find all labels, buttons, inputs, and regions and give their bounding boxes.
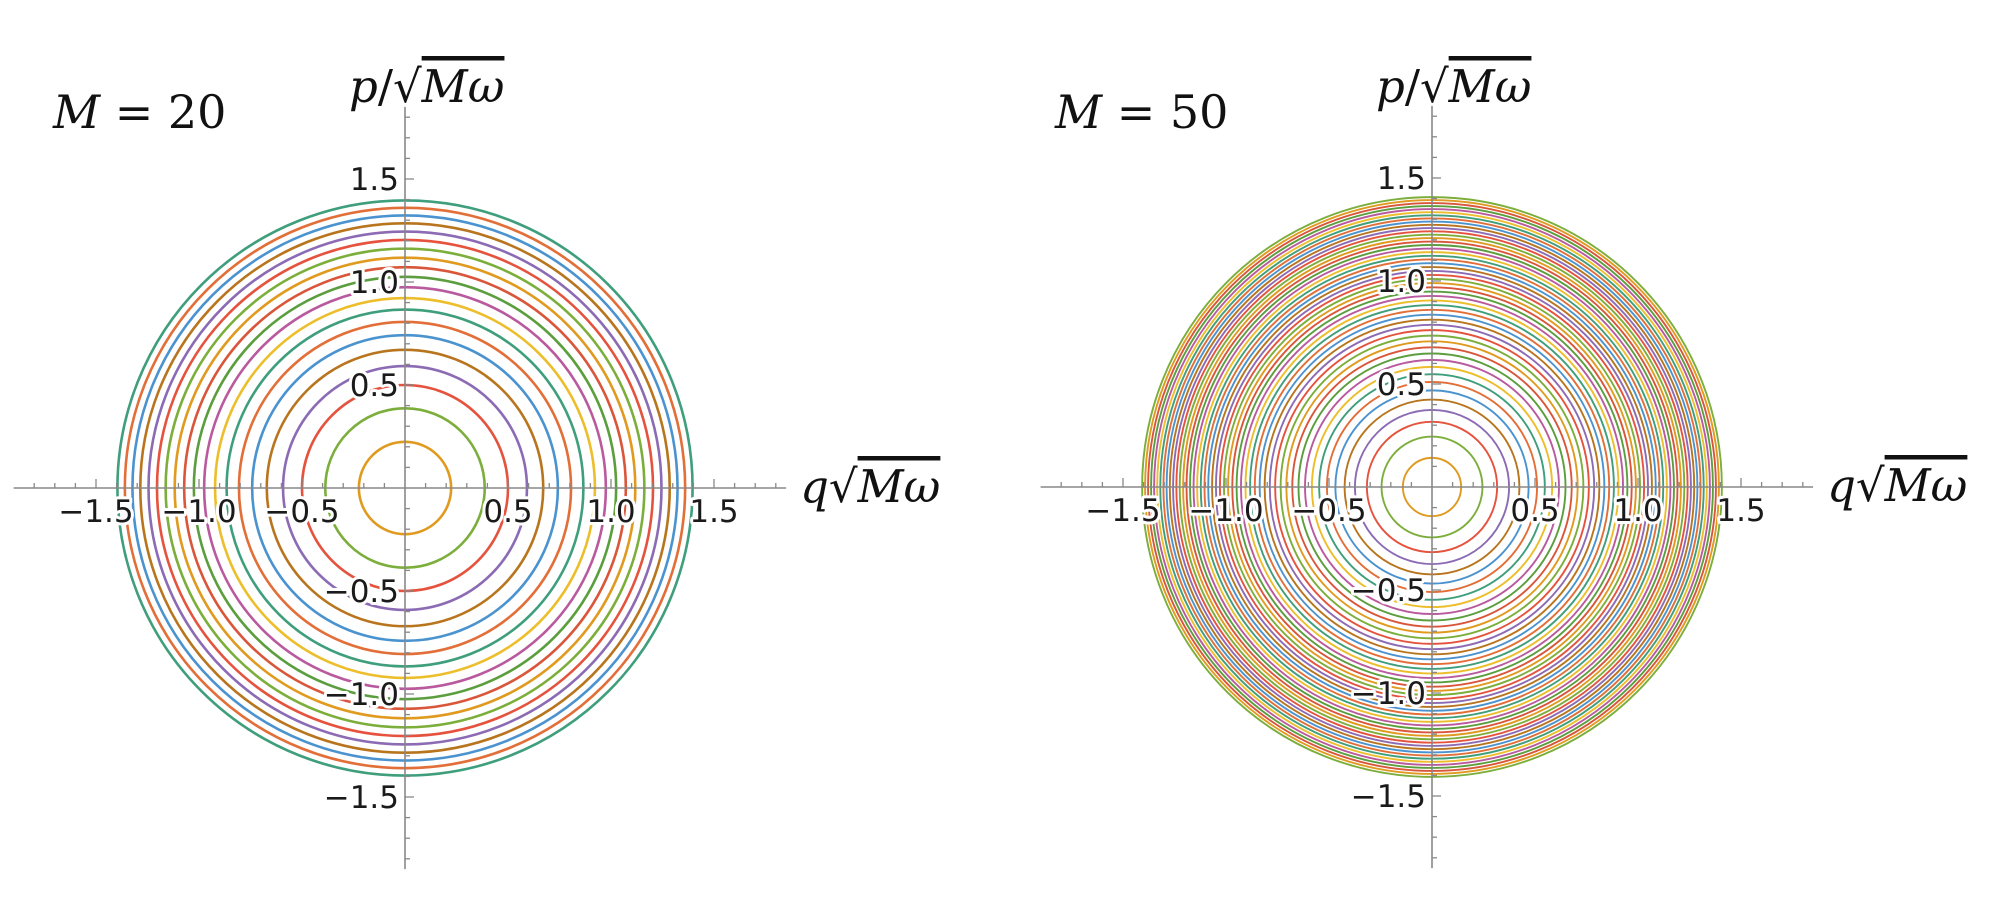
parameter-annotation: M = 50: [1054, 85, 1228, 139]
x-tick-label: 0.5: [1510, 493, 1559, 529]
x-axis-label: q√Mω: [1827, 459, 1967, 512]
y-tick-label: 0.5: [350, 368, 399, 404]
y-tick-label: −1.0: [324, 677, 399, 713]
y-tick-label: −1.5: [1351, 779, 1426, 815]
y-axis-label: p/√Mω: [1376, 60, 1531, 113]
chart-panel-m20: −1.5 −1.0 −0.5 0.5 1.0 1.5 −1.5 −1.0 −0.5 0.5 1.0 1…: [0, 0, 1001, 898]
x-axis-label: q√Mω: [800, 460, 940, 513]
parameter-annotation: M = 20: [52, 85, 226, 139]
x-tick-label: −0.5: [264, 494, 339, 530]
phase-space-plot-m50: −1.5 −1.0 −0.5 0.5 1.0 1.5 −1.5 −1.0 −0.5 0.5 1.0 1…: [1002, 0, 2003, 898]
x-tick-label: 1.0: [1613, 493, 1662, 529]
y-tick-label: 1.0: [350, 265, 399, 301]
x-tick-label: −0.5: [1291, 493, 1366, 529]
y-tick-label: 0.5: [1377, 367, 1426, 403]
chart-panel-m50: −1.5 −1.0 −0.5 0.5 1.0 1.5 −1.5 −1.0 −0.5 0.5 1.0 1…: [1002, 0, 2003, 898]
y-tick-label: 1.0: [1377, 264, 1426, 300]
y-tick-label: −1.5: [324, 780, 399, 816]
x-tick-label: −1.5: [58, 494, 133, 530]
y-axis-label: p/√Mω: [349, 60, 504, 113]
y-tick-label: −0.5: [324, 574, 399, 610]
x-tick-label: 1.0: [586, 494, 635, 530]
axes: [14, 107, 787, 869]
y-tick-label: −1.0: [1351, 676, 1426, 712]
x-tick-label: 1.5: [1716, 493, 1765, 529]
x-tick-label: −1.0: [1188, 493, 1263, 529]
y-tick-label: 1.5: [350, 162, 399, 198]
x-tick-label: −1.5: [1085, 493, 1160, 529]
x-tick-label: 1.5: [689, 494, 738, 530]
x-tick-label: 0.5: [483, 494, 532, 530]
phase-space-plot-m20: −1.5 −1.0 −0.5 0.5 1.0 1.5 −1.5 −1.0 −0.5 0.5 1.0 1…: [0, 0, 1001, 898]
y-tick-label: −0.5: [1351, 573, 1426, 609]
axes: [1041, 106, 1814, 868]
y-tick-label: 1.5: [1377, 161, 1426, 197]
x-tick-label: −1.0: [161, 494, 236, 530]
